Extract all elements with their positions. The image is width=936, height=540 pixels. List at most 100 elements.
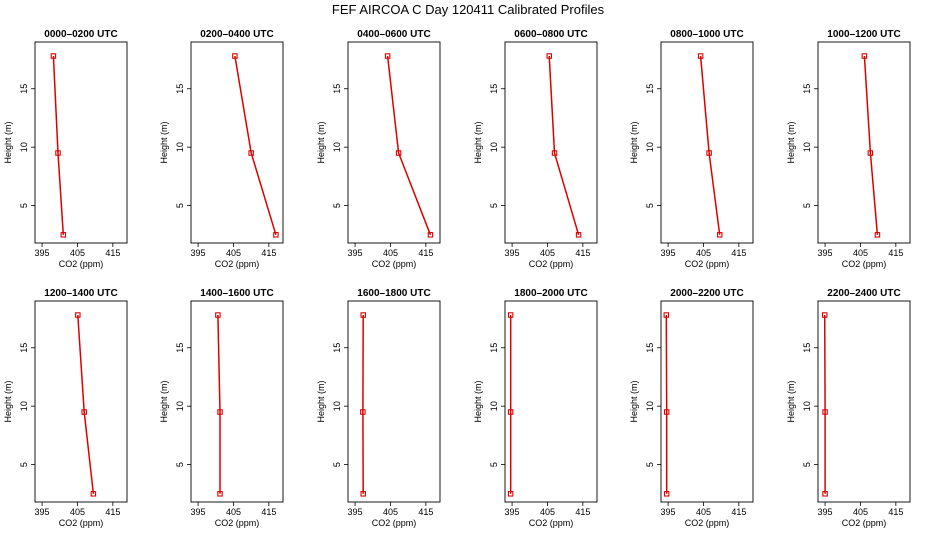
profile-point <box>248 150 254 156</box>
x-tick-label: 395 <box>505 248 520 258</box>
y-tick-label: 10 <box>19 401 29 411</box>
x-tick-label: 415 <box>261 248 276 258</box>
profile-point <box>215 312 221 318</box>
y-axis-label: Height (m) <box>473 121 483 163</box>
y-tick-label: 15 <box>489 343 499 353</box>
profile-point <box>822 491 828 497</box>
profile-point <box>507 491 514 497</box>
y-axis-label: Height (m) <box>473 380 483 422</box>
y-axis-label: Height (m) <box>3 380 13 422</box>
x-tick-label: 395 <box>661 248 676 258</box>
plot-frame <box>660 300 754 503</box>
profile-point <box>395 150 402 156</box>
x-tick-label: 395 <box>35 248 50 258</box>
x-tick-label: 395 <box>505 507 520 517</box>
x-tick-label: 405 <box>853 248 868 258</box>
panel-title: 0400–0600 UTC <box>357 29 430 40</box>
x-tick-label: 415 <box>888 507 903 517</box>
y-tick-label: 15 <box>332 84 342 94</box>
y-tick-label: 5 <box>19 462 29 467</box>
x-tick-label: 415 <box>575 507 590 517</box>
profile-line <box>548 55 580 236</box>
profile-point <box>663 409 670 415</box>
profile-point <box>217 491 223 497</box>
x-axis-label: CO2 (ppm) <box>685 518 730 528</box>
profile-panel: 1600–1800 UTC 395 405 415 5 10 15 CO2 (ppm) Heig… <box>316 288 441 528</box>
y-axis-label: Height (m) <box>629 121 639 163</box>
x-axis-label: CO2 (ppm) <box>59 259 104 269</box>
y-tick-label: 10 <box>175 142 185 152</box>
x-axis-label: CO2 (ppm) <box>529 518 574 528</box>
y-tick-label: 5 <box>489 203 499 208</box>
profile-point <box>360 491 366 497</box>
y-tick-label: 5 <box>645 462 655 467</box>
profile-panel: 1800–2000 UTC 395 405 415 5 10 15 CO2 (ppm) Heig… <box>473 288 598 528</box>
profile-point <box>273 232 279 238</box>
y-tick-label: 15 <box>489 84 499 94</box>
x-tick-label: 395 <box>191 248 206 258</box>
profile-panel: 0600–0800 UTC 395 405 415 5 10 15 CO2 (ppm) Heig… <box>473 29 598 269</box>
x-tick-label: 405 <box>70 248 85 258</box>
profile-point <box>697 53 704 59</box>
profile-point <box>384 53 391 59</box>
y-tick-label: 5 <box>802 462 812 467</box>
y-axis-label: Height (m) <box>316 380 326 422</box>
x-tick-label: 405 <box>696 248 711 258</box>
y-tick-label: 10 <box>332 401 342 411</box>
x-tick-label: 405 <box>696 507 711 517</box>
plot-frame <box>347 41 441 244</box>
panel-title: 2000–2200 UTC <box>670 288 743 299</box>
panel-title: 1000–1200 UTC <box>827 29 900 40</box>
profile-line <box>217 314 221 494</box>
y-tick-label: 5 <box>19 203 29 208</box>
y-tick-label: 10 <box>19 142 29 152</box>
x-tick-label: 395 <box>661 507 676 517</box>
profile-point <box>663 491 670 497</box>
profile-line <box>52 55 65 235</box>
y-axis-label: Height (m) <box>159 121 169 163</box>
profile-point <box>716 232 723 238</box>
profile-point <box>507 312 514 318</box>
profile-point <box>861 53 868 59</box>
profile-point <box>507 409 514 415</box>
x-tick-label: 405 <box>70 507 85 517</box>
panel-title: 0800–1000 UTC <box>670 29 743 40</box>
profile-point <box>75 312 81 318</box>
y-tick-label: 15 <box>19 84 29 94</box>
x-axis-label: CO2 (ppm) <box>685 259 730 269</box>
profile-panel: 2000–2200 UTC 395 405 415 5 10 15 CO2 (ppm) Heig… <box>629 288 754 528</box>
profile-line <box>234 55 277 236</box>
y-axis-label: Height (m) <box>786 121 796 163</box>
profile-panel: 1000–1200 UTC 395 405 415 5 10 15 CO2 (ppm) Heig… <box>786 29 911 269</box>
y-tick-label: 15 <box>332 343 342 353</box>
x-tick-label: 405 <box>540 507 555 517</box>
plot-frame <box>817 300 911 503</box>
profile-point <box>706 150 712 156</box>
profile-line <box>386 55 432 236</box>
profile-point <box>60 232 67 238</box>
profile-point <box>427 232 434 238</box>
panel-title: 1400–1600 UTC <box>200 288 273 299</box>
x-tick-label: 415 <box>105 248 120 258</box>
x-axis-label: CO2 (ppm) <box>215 518 260 528</box>
y-tick-label: 10 <box>645 401 655 411</box>
profile-panel: 1200–1400 UTC 395 405 415 5 10 15 CO2 (ppm) Heig… <box>3 288 128 528</box>
x-tick-label: 395 <box>35 507 50 517</box>
x-tick-label: 415 <box>731 507 746 517</box>
profile-point <box>217 409 223 415</box>
y-tick-label: 10 <box>332 142 342 152</box>
x-tick-label: 395 <box>191 507 206 517</box>
panel-title: 0600–0800 UTC <box>514 29 587 40</box>
y-axis-label: Height (m) <box>316 121 326 163</box>
profile-panel: 0000–0200 UTC 395 405 415 5 10 15 CO2 (ppm) Heig… <box>3 29 128 269</box>
x-tick-label: 415 <box>575 248 590 258</box>
plot-frame <box>347 300 441 503</box>
plot-frame <box>660 41 754 244</box>
profile-point <box>90 491 97 497</box>
y-axis-label: Height (m) <box>786 380 796 422</box>
y-tick-label: 15 <box>645 84 655 94</box>
profile-line <box>863 55 879 235</box>
profile-point <box>575 232 582 238</box>
y-tick-label: 5 <box>332 203 342 208</box>
